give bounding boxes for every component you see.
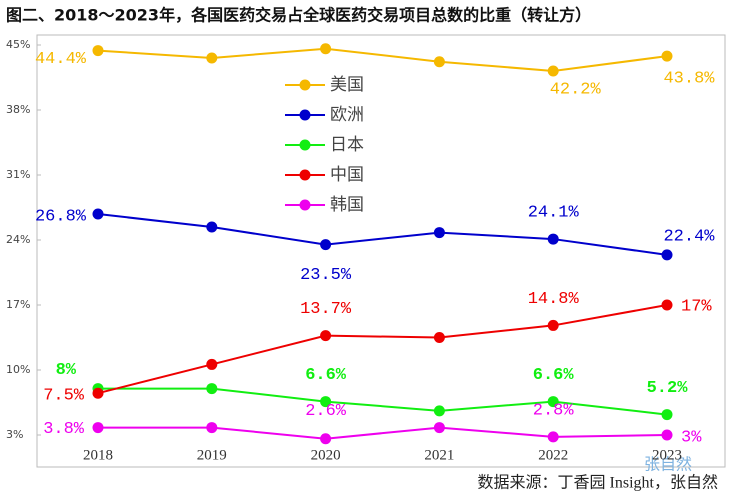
legend-label: 美国 [330, 75, 364, 95]
data-point [661, 409, 673, 421]
data-point [92, 422, 104, 434]
data-point [433, 422, 445, 434]
data-point [206, 52, 218, 64]
data-point [661, 429, 673, 441]
legend-marker [299, 79, 311, 91]
data-point [320, 433, 332, 445]
y-tick-label: 10% [6, 363, 30, 376]
legend-marker [299, 109, 311, 121]
data-point [206, 358, 218, 370]
data-label: 3% [681, 428, 702, 447]
data-point [547, 319, 559, 331]
data-point [661, 50, 673, 62]
data-point [547, 431, 559, 443]
data-point [320, 239, 332, 251]
data-point [661, 249, 673, 261]
legend-marker [299, 169, 311, 181]
x-tick-label: 2021 [424, 447, 454, 463]
data-point [547, 65, 559, 77]
y-tick-label: 45% [6, 38, 30, 51]
data-label: 43.8% [663, 70, 715, 89]
data-label: 22.4% [663, 227, 715, 246]
series-line [97, 47, 668, 73]
data-label: 42.2% [550, 80, 602, 99]
series-line [98, 426, 668, 440]
data-label: 7.5% [43, 387, 85, 406]
data-point [547, 233, 559, 245]
legend-marker [299, 199, 311, 211]
series-line [97, 213, 668, 256]
legend-label: 日本 [330, 135, 364, 155]
data-label: 17% [681, 297, 712, 316]
chart-title: 图二、2018～2023年，各国医药交易占全球医药交易项目总数的比重（转让方） [6, 6, 591, 25]
y-tick-label: 38% [6, 103, 30, 116]
data-point [433, 332, 445, 343]
data-point [92, 387, 104, 399]
data-point [320, 43, 332, 55]
data-label: 13.7% [300, 300, 352, 319]
x-tick-label: 2019 [197, 447, 227, 463]
y-tick-label: 31% [6, 168, 30, 181]
y-tick-label: 3% [6, 428, 23, 441]
data-label: 44.4% [35, 50, 87, 69]
watermark: 张自然 [644, 455, 692, 474]
data-label: 14.8% [528, 290, 580, 309]
data-label: 26.8% [35, 207, 87, 226]
data-point [206, 221, 218, 233]
data-label: 2.6% [305, 402, 347, 421]
data-label: 6.6% [533, 366, 575, 385]
data-point [92, 208, 104, 220]
data-label: 8% [56, 361, 77, 380]
data-point [92, 45, 104, 57]
legend-label: 欧洲 [330, 105, 364, 125]
data-label: 3.8% [43, 420, 85, 439]
plot-frame [36, 34, 726, 468]
data-label: 23.5% [300, 266, 352, 285]
y-tick-label: 17% [6, 298, 30, 311]
data-point [320, 330, 332, 342]
y-tick-label: 24% [6, 233, 30, 246]
x-tick-label: 2018 [83, 447, 113, 463]
legend-marker [299, 139, 311, 151]
data-point [433, 405, 445, 417]
legend-label: 韩国 [330, 195, 364, 215]
x-tick-label: 2023 [652, 447, 682, 463]
data-point [433, 56, 445, 68]
data-label: 24.1% [528, 204, 580, 223]
data-point [661, 299, 673, 311]
series-line [97, 304, 668, 395]
data-point [433, 227, 445, 239]
legend-label: 中国 [330, 165, 364, 185]
source: 数据来源：丁香园 Insight，张自然 [478, 474, 718, 492]
data-label: 5.2% [647, 379, 689, 398]
x-tick-label: 2020 [311, 447, 341, 463]
data-point [320, 396, 332, 408]
data-point [206, 422, 218, 434]
series-line [98, 387, 668, 416]
data-point [206, 383, 218, 395]
data-label: 6.6% [305, 366, 347, 385]
data-point [547, 396, 559, 408]
data-label: 2.8% [533, 401, 575, 420]
x-tick-label: 2022 [538, 447, 568, 463]
